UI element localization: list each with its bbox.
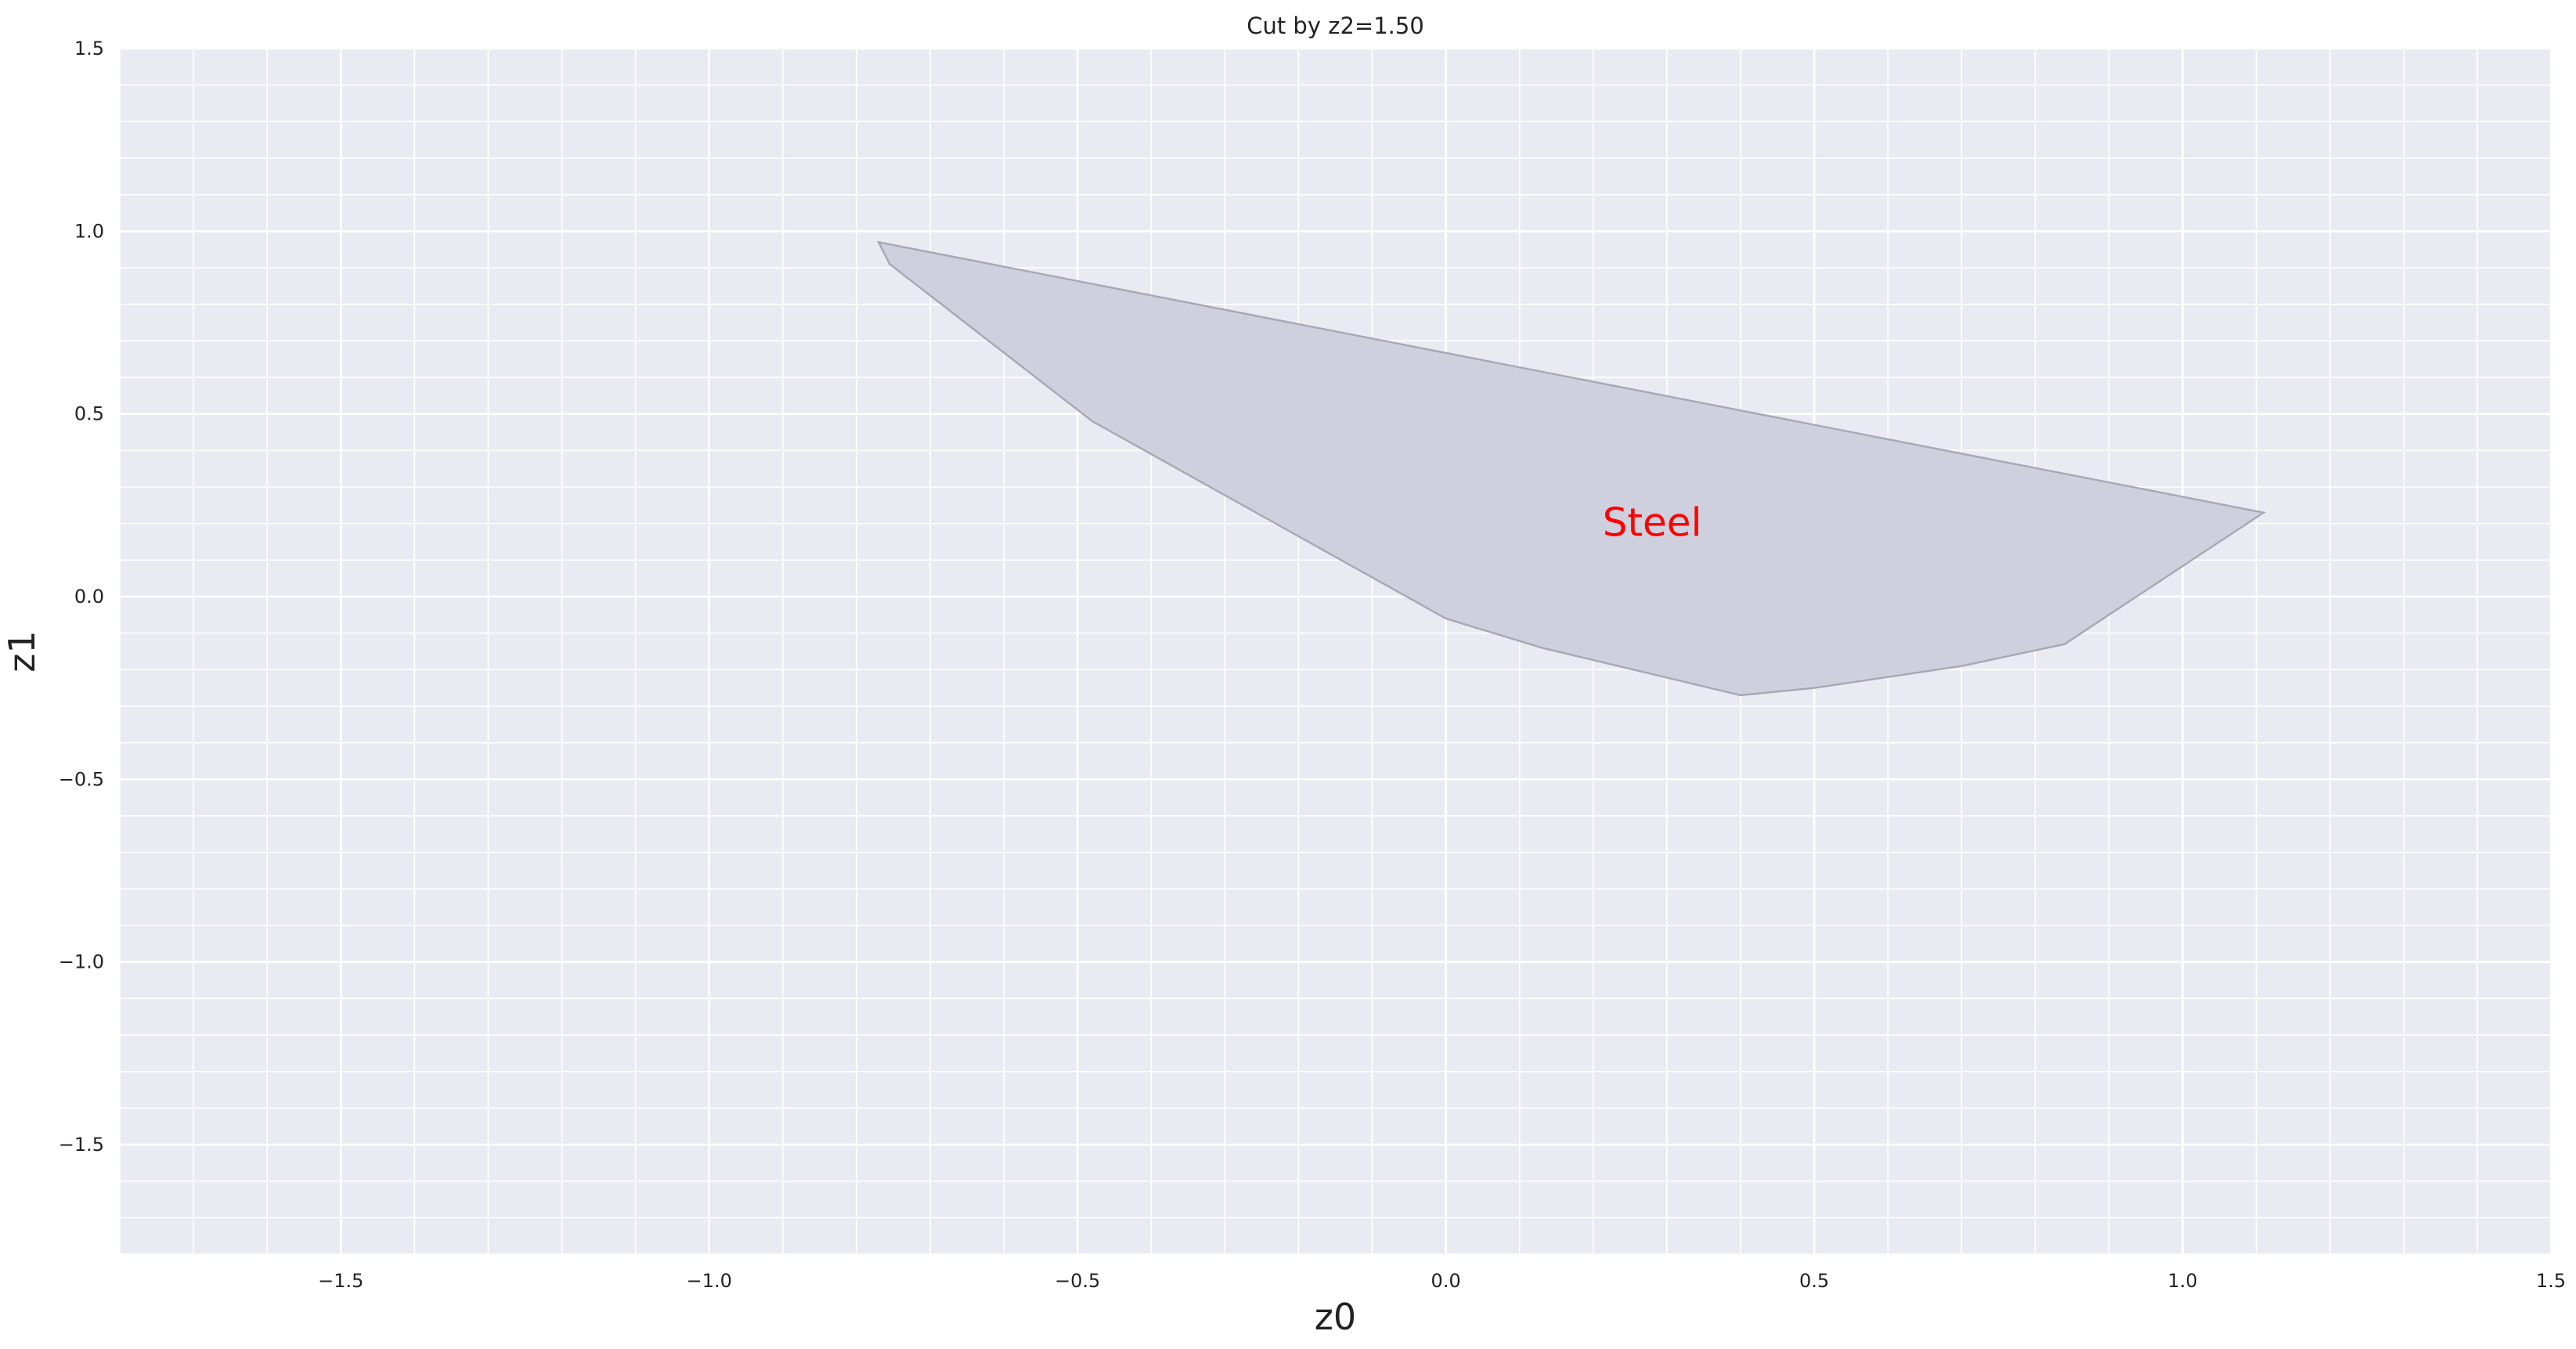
chart-title: Cut by z2=1.50 <box>1247 13 1424 39</box>
y-axis-label: z1 <box>1 630 43 672</box>
y-tick-label: −1.5 <box>59 1134 104 1156</box>
y-tick-label: −0.5 <box>59 768 104 790</box>
x-tick-label: −1.5 <box>318 1270 363 1292</box>
plot-background <box>120 49 2551 1254</box>
grid-lines <box>119 47 2553 1255</box>
y-tick-label: 1.0 <box>74 220 104 242</box>
y-tick-label: −1.0 <box>59 951 104 973</box>
region-label: Steel <box>1603 500 1702 546</box>
tick-labels: −1.5 −1.0 −0.5 0.0 0.5 1.0 1.5 1.5 1.0 0.5 0.0 −0.5… <box>59 38 2566 1292</box>
x-tick-label: 1.0 <box>2167 1270 2197 1292</box>
x-tick-label: −0.5 <box>1055 1270 1100 1292</box>
x-axis-label: z0 <box>1315 1296 1356 1338</box>
x-tick-label: 0.0 <box>1431 1270 1461 1292</box>
y-tick-label: 0.0 <box>74 586 104 608</box>
y-tick-label: 0.5 <box>74 403 104 425</box>
y-tick-label: 1.5 <box>74 38 104 60</box>
x-tick-label: 1.5 <box>2536 1270 2566 1292</box>
regions: Steel <box>876 240 2267 697</box>
region-polygon <box>876 240 2267 697</box>
x-tick-label: −1.0 <box>687 1270 732 1292</box>
x-tick-label: 0.5 <box>1799 1270 1829 1292</box>
